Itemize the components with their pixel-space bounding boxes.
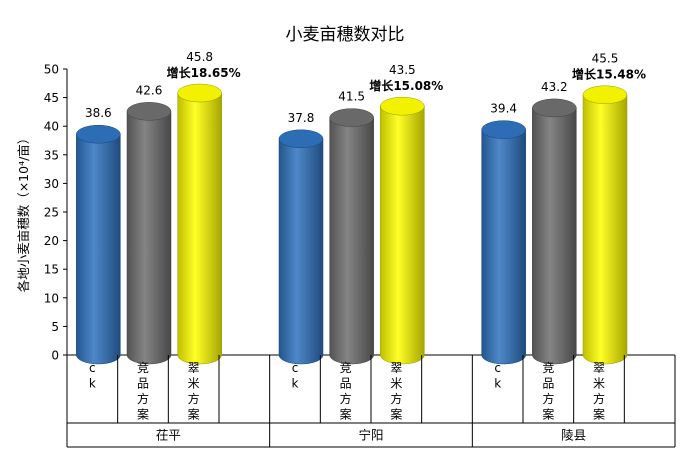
bar-top [380,96,425,116]
bar-body [76,133,121,365]
bar [380,96,425,365]
category-char: c [292,361,299,375]
category-char: 品 [137,377,149,391]
category-char: 方 [390,391,402,406]
bar [582,85,628,365]
group-label: 宁阳 [358,428,383,443]
bar [76,124,121,365]
bar-top [582,85,628,104]
bar-top [177,83,222,103]
category-char: 方 [340,391,352,406]
bar-top [278,129,324,149]
group-label: 茌平 [156,428,181,443]
y-tick-label: 10 [44,291,59,305]
bar [532,98,577,365]
category-char: 案 [593,407,605,422]
category-char: 竞 [340,361,352,375]
bar [126,102,172,365]
category-label: 竞品方案 [542,361,554,422]
category-char: 米 [593,377,605,391]
bar-top [76,124,121,144]
bar-body [278,138,324,365]
y-tick-label: 25 [44,206,59,220]
data-label: 41.5 [338,90,365,104]
category-char: k [292,377,299,391]
bar-top [126,102,172,121]
category-char: k [89,377,96,391]
category-label: 竞品方案 [137,361,149,422]
category-label: 翠米方案 [188,361,200,422]
y-tick-label: 30 [44,177,59,191]
group-label: 陵县 [561,428,586,443]
bar-body [582,94,628,365]
y-tick-label: 20 [44,234,59,248]
y-tick-label: 45 [44,91,59,105]
category-char: k [494,377,501,391]
growth-annotation: 增长15.48% [572,67,646,82]
category-char: 米 [188,377,200,391]
bar [278,129,324,365]
data-label: 39.4 [490,102,517,116]
y-tick-label: 15 [44,263,59,277]
data-label: 43.2 [541,80,568,94]
y-tick-label: 5 [51,320,59,334]
category-char: 方 [137,391,149,406]
bar [177,83,222,365]
y-tick-label: 40 [44,120,59,134]
category-char: 案 [390,407,402,422]
category-label: 翠米方案 [593,361,605,422]
category-char: c [89,361,96,375]
growth-annotation: 增长18.65% [167,65,241,80]
category-char: 翠 [188,361,200,375]
category-char: 品 [542,377,554,391]
category-char: 方 [188,391,200,406]
bar-top [481,120,526,139]
y-tick-label: 50 [44,63,59,77]
bar-body [532,107,577,365]
category-char: 案 [188,407,200,422]
category-char: 米 [390,377,402,391]
bar-top [329,108,374,127]
category-char: 案 [137,407,149,422]
category-label: 竞品方案 [340,361,352,422]
category-char: 案 [340,407,352,422]
bar-body [329,117,374,365]
bar [329,108,374,365]
bar-top [532,98,577,118]
bar-body [481,129,526,365]
bar-body [380,105,425,365]
data-label: 45.8 [186,50,213,64]
category-char: c [494,361,501,375]
y-tick-label: 0 [51,349,59,363]
category-char: 方 [542,391,554,406]
category-char: 翠 [593,361,605,375]
data-label: 43.5 [389,63,416,77]
category-char: 翠 [390,361,402,375]
data-label: 37.8 [288,111,315,125]
category-char: 案 [542,407,554,422]
chart-title: 小麦亩穗数对比 [286,25,405,45]
y-tick-label: 35 [44,148,59,162]
category-char: 竞 [137,361,149,375]
category-char: 方 [593,391,605,406]
category-label: 翠米方案 [390,361,402,422]
growth-annotation: 增长15.08% [369,78,443,93]
bar [481,120,526,365]
data-label: 42.6 [136,83,163,97]
y-axis-title: 各地小麦亩穗数（×10⁴/亩） [16,132,31,293]
category-char: 品 [340,377,352,391]
data-label: 38.6 [85,106,112,120]
bar-body [126,111,172,365]
bar-body [177,92,222,365]
category-char: 竞 [542,361,554,375]
data-label: 45.5 [592,52,619,66]
